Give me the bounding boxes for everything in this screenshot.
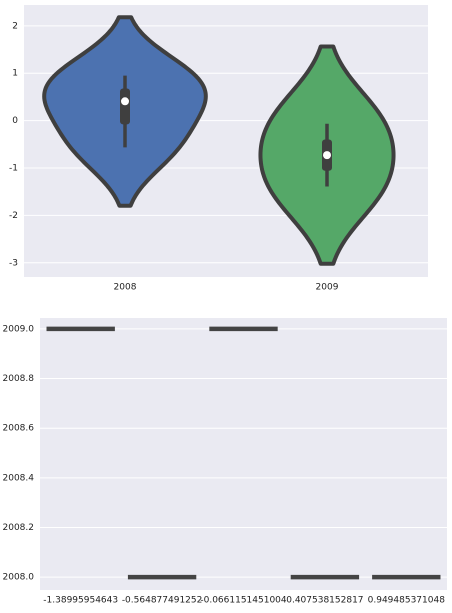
x-tick-label: 2009 [316,283,339,293]
y-tick-label: 2008.2 [3,523,35,533]
y-tick-label: -1 [9,164,18,174]
y-tick-label: 2008.8 [3,374,35,384]
y-tick-label: 1 [12,69,18,79]
y-tick-label: 2 [12,21,18,31]
box [120,88,130,125]
x-tick-label: -0.0661151451004 [200,596,287,606]
x-tick-label: 2008 [114,283,137,293]
median [323,151,331,160]
y-tick-label: -3 [9,258,18,268]
x-tick-label: -1.38995954643 [43,596,118,606]
y-tick-label: 2009.0 [3,324,35,334]
x-tick-label: 0.949485371048 [368,596,446,606]
y-tick-label: 2008.4 [3,473,35,483]
y-tick-label: 2008.6 [3,424,35,434]
x-tick-label: -0.564877491252 [122,596,203,606]
y-tick-label: -2 [9,211,18,221]
y-tick-label: 2008.0 [3,573,35,583]
plot-area [40,318,447,590]
median [121,97,129,106]
y-tick-label: 0 [12,116,18,126]
x-tick-label: 0.407538152817 [286,596,363,606]
